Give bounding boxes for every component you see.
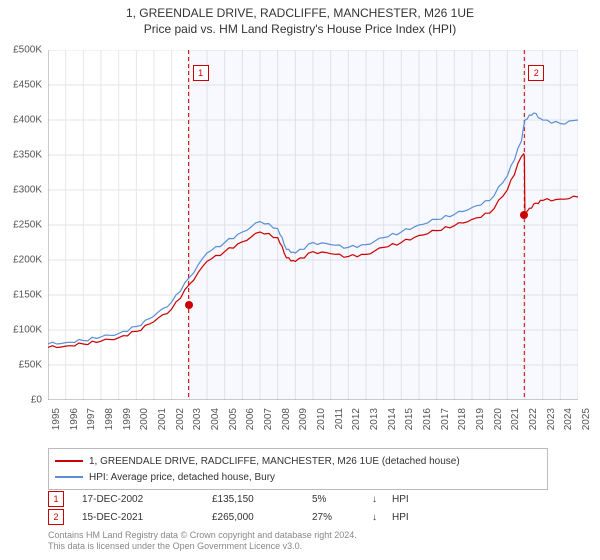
sale-dot — [520, 211, 528, 219]
x-tick-label: 2011 — [334, 408, 345, 430]
y-tick-label: £250K — [13, 220, 42, 231]
sale-dot — [185, 301, 193, 309]
title-sub: Price paid vs. HM Land Registry's House … — [0, 22, 600, 36]
x-tick-label: 2020 — [493, 408, 504, 430]
x-tick-label: 2001 — [157, 408, 168, 430]
y-tick-label: £50K — [19, 360, 42, 371]
x-tick-label: 2025 — [581, 408, 592, 430]
y-tick-label: £500K — [13, 45, 42, 56]
sale-pct: 27% — [312, 512, 372, 523]
sale-marker-box: 2 — [48, 509, 64, 525]
y-tick-label: £400K — [13, 115, 42, 126]
x-tick-label: 2007 — [263, 408, 274, 430]
x-tick-label: 2012 — [351, 408, 362, 430]
sales-row: 2 15-DEC-2021£265,00027%↓HPI — [48, 508, 548, 526]
legend-label: HPI: Average price, detached house, Bury — [89, 472, 275, 483]
down-arrow-icon: ↓ — [372, 494, 392, 505]
legend-swatch — [55, 476, 83, 478]
footer-line2: This data is licensed under the Open Gov… — [48, 541, 568, 552]
footer-line1: Contains HM Land Registry data © Crown c… — [48, 530, 568, 541]
chart-area: 12 — [48, 50, 578, 400]
sale-ref: HPI — [392, 512, 442, 523]
x-tick-label: 2008 — [281, 408, 292, 430]
sale-date: 15-DEC-2021 — [82, 512, 212, 523]
x-tick-label: 1997 — [86, 408, 97, 430]
x-tick-label: 2016 — [422, 408, 433, 430]
sale-ref: HPI — [392, 494, 442, 505]
x-axis-labels: 1995 1996 1997 1998 1999 2000 2001 2002 2003 2004… — [48, 404, 578, 444]
x-tick-label: 1999 — [122, 408, 133, 430]
sales-table: 1 17-DEC-2002£135,1505%↓HPI 2 15-DEC-2021£2… — [48, 490, 548, 526]
y-axis-labels: £0£50K£100K£150K£200K£250K£300K£350K£400… — [0, 50, 44, 400]
x-tick-label: 2000 — [139, 408, 150, 430]
chart-container: 1, GREENDALE DRIVE, RADCLIFFE, MANCHESTE… — [0, 0, 600, 560]
y-tick-label: £0 — [31, 395, 42, 406]
y-tick-label: £150K — [13, 290, 42, 301]
footer: Contains HM Land Registry data © Crown c… — [48, 530, 568, 553]
y-tick-label: £350K — [13, 150, 42, 161]
x-tick-label: 2023 — [546, 408, 557, 430]
x-tick-label: 2002 — [175, 408, 186, 430]
x-tick-label: 2010 — [316, 408, 327, 430]
x-tick-label: 2021 — [510, 408, 521, 430]
event-marker: 2 — [528, 65, 544, 81]
x-tick-label: 2018 — [457, 408, 468, 430]
x-tick-label: 2024 — [563, 408, 574, 430]
legend-row: HPI: Average price, detached house, Bury — [55, 469, 541, 485]
x-tick-label: 2013 — [369, 408, 380, 430]
x-tick-label: 1996 — [69, 408, 80, 430]
titles: 1, GREENDALE DRIVE, RADCLIFFE, MANCHESTE… — [0, 0, 600, 36]
y-tick-label: £300K — [13, 185, 42, 196]
legend-label: 1, GREENDALE DRIVE, RADCLIFFE, MANCHESTE… — [89, 456, 460, 467]
x-tick-label: 2022 — [528, 408, 539, 430]
x-tick-label: 2019 — [475, 408, 486, 430]
chart-lines — [48, 50, 578, 400]
x-tick-label: 2014 — [387, 408, 398, 430]
sale-date: 17-DEC-2002 — [82, 494, 212, 505]
x-tick-label: 2005 — [228, 408, 239, 430]
y-tick-label: £200K — [13, 255, 42, 266]
x-tick-label: 2009 — [298, 408, 309, 430]
x-tick-label: 2017 — [440, 408, 451, 430]
x-tick-label: 1998 — [104, 408, 115, 430]
x-tick-label: 2004 — [210, 408, 221, 430]
y-tick-label: £100K — [13, 325, 42, 336]
sale-pct: 5% — [312, 494, 372, 505]
x-tick-label: 1995 — [51, 408, 62, 430]
title-main: 1, GREENDALE DRIVE, RADCLIFFE, MANCHESTE… — [0, 6, 600, 20]
x-tick-label: 2006 — [245, 408, 256, 430]
legend-swatch — [55, 460, 83, 462]
sales-row: 1 17-DEC-2002£135,1505%↓HPI — [48, 490, 548, 508]
y-tick-label: £450K — [13, 80, 42, 91]
x-tick-label: 2015 — [404, 408, 415, 430]
sale-price: £265,000 — [212, 512, 312, 523]
down-arrow-icon: ↓ — [372, 512, 392, 523]
legend: 1, GREENDALE DRIVE, RADCLIFFE, MANCHESTE… — [48, 448, 548, 490]
sale-price: £135,150 — [212, 494, 312, 505]
x-tick-label: 2003 — [192, 408, 203, 430]
sale-marker-box: 1 — [48, 491, 64, 507]
event-marker: 1 — [193, 65, 209, 81]
legend-row: 1, GREENDALE DRIVE, RADCLIFFE, MANCHESTE… — [55, 453, 541, 469]
